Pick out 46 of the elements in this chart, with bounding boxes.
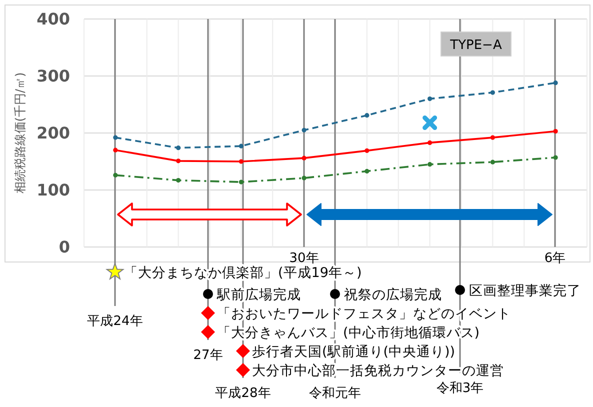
point bbox=[428, 162, 432, 167]
text: 「おおいたワールドフェスタ」などのイベント bbox=[217, 306, 511, 322]
point bbox=[176, 178, 181, 183]
text: 駅前広場完成 bbox=[216, 287, 301, 303]
text: 6年 bbox=[544, 251, 566, 266]
text: 30年 bbox=[289, 251, 319, 266]
text: 祝祭の広場完成 bbox=[344, 287, 442, 303]
y-tick-label: 100 bbox=[36, 180, 70, 200]
point bbox=[553, 80, 558, 86]
point bbox=[553, 128, 558, 134]
point bbox=[553, 155, 558, 160]
point bbox=[302, 128, 306, 132]
point bbox=[238, 180, 244, 184]
point bbox=[364, 113, 370, 118]
point bbox=[302, 156, 306, 160]
text: 令和3年 bbox=[436, 381, 484, 396]
text: 27年 bbox=[193, 348, 223, 363]
y-tick-label: 300 bbox=[36, 66, 70, 86]
text: 令和元年 bbox=[309, 386, 361, 401]
point bbox=[364, 168, 370, 174]
text: 平成24年 bbox=[87, 314, 143, 329]
text: 「大分まちなか倶楽部」(平成19年～) bbox=[124, 265, 362, 281]
point bbox=[113, 148, 118, 152]
point bbox=[364, 148, 370, 153]
y-tick-label: 200 bbox=[36, 124, 70, 142]
text: 区画整理事業完了 bbox=[469, 283, 581, 299]
point bbox=[113, 172, 118, 178]
y-axis-title: 相続税路線価(千円/㎡) bbox=[13, 72, 27, 194]
text: 大分市中心部一括免税カウンターの運営 bbox=[252, 363, 504, 379]
point bbox=[490, 160, 495, 164]
point bbox=[238, 159, 244, 164]
text: 「大分きゃんバス」(中心市街地循環バス) bbox=[217, 325, 480, 341]
text: 歩行者天国(駅前通り(中央通り)) bbox=[252, 344, 456, 360]
y-tick-label: 0 bbox=[58, 238, 70, 256]
point bbox=[238, 144, 244, 148]
point bbox=[176, 158, 181, 164]
point bbox=[490, 135, 495, 140]
text: 平成28年 bbox=[215, 386, 271, 401]
point bbox=[428, 140, 432, 145]
point bbox=[113, 135, 118, 140]
point bbox=[490, 90, 495, 95]
point bbox=[428, 96, 432, 102]
annotation: TYPE−A bbox=[449, 38, 502, 53]
y-tick-label: 400 bbox=[36, 10, 70, 28]
point bbox=[302, 176, 306, 180]
point bbox=[176, 146, 181, 150]
